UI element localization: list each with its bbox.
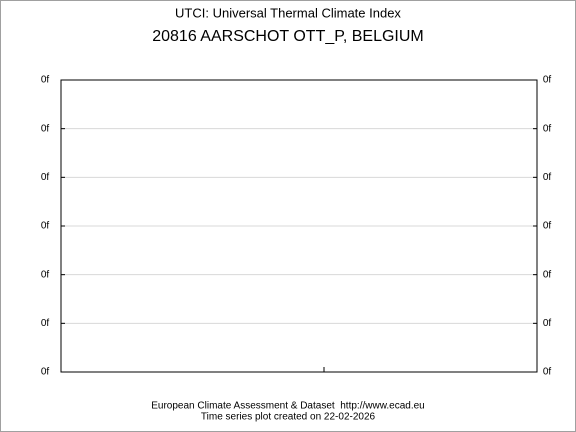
y-tick-label: 0f bbox=[41, 172, 50, 183]
footer-source: European Climate Assessment & Dataset ht… bbox=[151, 401, 424, 412]
chart-subtitle: 20816 AARSCHOT OTT_P, BELGIUM bbox=[152, 28, 424, 45]
y-tick-label: 0f bbox=[41, 367, 50, 378]
y-tick-label: 0f bbox=[41, 269, 50, 280]
y2-tick-label: 0f bbox=[543, 318, 552, 329]
y2-tick-label: 0f bbox=[543, 221, 552, 232]
y2-tick-label: 0f bbox=[543, 269, 552, 280]
y2-tick-label: 0f bbox=[543, 123, 552, 134]
y-tick-label: 0f bbox=[41, 221, 50, 232]
y2-tick-label: 0f bbox=[543, 172, 552, 183]
y2-tick-label: 0f bbox=[543, 367, 552, 378]
y-tick-label: 0f bbox=[41, 75, 50, 86]
y2-tick-label: 0f bbox=[543, 75, 552, 86]
chart-title: UTCI: Universal Thermal Climate Index bbox=[175, 5, 401, 20]
y-tick-label: 0f bbox=[41, 318, 50, 329]
y-tick-label: 0f bbox=[41, 123, 50, 134]
footer-date: Time series plot created on 22-02-2026 bbox=[201, 412, 376, 423]
